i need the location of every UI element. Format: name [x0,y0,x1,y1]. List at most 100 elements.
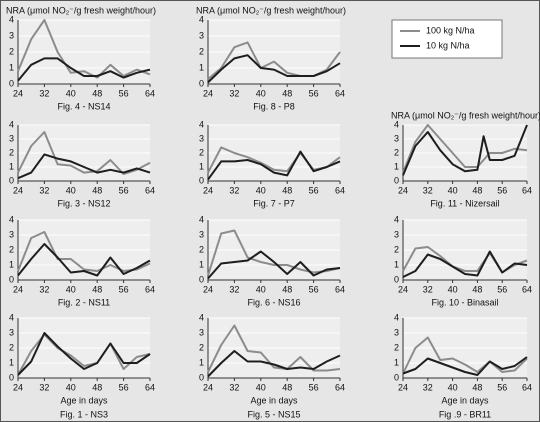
y-tick-label: 4 [394,119,399,129]
x-tick-label: 32 [39,382,49,392]
x-tick-label: 24 [398,185,408,195]
series-line [207,229,341,276]
x-tick-label: 24 [13,382,23,392]
y-tick-label: 3 [9,327,14,337]
x-tick-label: 24 [13,88,23,98]
x-tick-label: 40 [448,284,458,294]
series-line [17,57,151,82]
y-tick-label: 2 [199,244,204,254]
y-tick-label: 0 [199,372,204,382]
series-line [17,231,151,272]
series-line [17,153,151,180]
x-tick-label: 24 [203,382,213,392]
series-line [17,332,151,376]
x-tick-label: 48 [92,185,102,195]
x-tick-label: 48 [472,185,482,195]
x-tick-label: 24 [13,284,23,294]
x-tick-label: 48 [282,88,292,98]
x-tick-label: 24 [203,185,213,195]
caption: Fig .9 - BR11 [439,409,491,419]
x-tick-label: 64 [335,185,345,195]
caption: Fig. 7 - P7 [253,198,295,208]
x-tick-label: 56 [309,284,319,294]
x-tick-label: 48 [472,284,482,294]
x-axis-label: Age in days [250,395,298,405]
y-tick-label: 1 [9,259,14,269]
caption: Fig. 2 - NS11 [58,297,110,307]
x-tick-label: 40 [256,382,266,392]
x-tick-label: 64 [522,284,532,294]
y-tick-label: 0 [199,78,204,88]
y-tick-label: 0 [9,175,14,185]
x-tick-label: 64 [145,88,155,98]
x-axis-label: Age in days [60,395,108,405]
x-tick-label: 24 [398,284,408,294]
chart-title: NRA (μmol NO₂⁻/g fresh weight/hour) [391,110,540,120]
y-tick-label: 1 [199,62,204,72]
y-tick-label: 0 [394,175,399,185]
y-tick-label: 1 [394,259,399,269]
y-tick-label: 3 [199,327,204,337]
y-tick-label: 2 [394,342,399,352]
series-line [402,336,528,374]
y-tick-label: 2 [199,46,204,56]
x-tick-label: 56 [497,284,507,294]
caption: Fig. 11 - Nizersail [430,198,499,208]
x-axis-label: Age in days [441,395,489,405]
y-tick-label: 1 [394,357,399,367]
x-tick-label: 32 [423,382,433,392]
y-tick-label: 3 [394,133,399,143]
x-tick-label: 32 [39,284,49,294]
x-tick-label: 64 [522,185,532,195]
y-tick-label: 2 [9,46,14,56]
x-tick-label: 48 [92,88,102,98]
y-tick-label: 1 [9,161,14,171]
x-tick-label: 24 [203,284,213,294]
series-line [207,150,341,181]
y-tick-label: 2 [394,147,399,157]
x-tick-label: 32 [39,88,49,98]
x-tick-label: 56 [119,185,129,195]
series-line [17,131,151,175]
y-tick-label: 2 [9,147,14,157]
x-tick-label: 40 [66,185,76,195]
x-tick-label: 64 [145,284,155,294]
x-tick-label: 48 [282,185,292,195]
y-tick-label: 1 [199,357,204,367]
legend-label: 100 kg N/ha [426,25,475,35]
caption: Fig. 3 - NS12 [57,198,110,208]
chart-title: NRA (μmol NO₂⁻/g fresh weight/hour) [6,5,156,15]
y-tick-label: 3 [199,229,204,239]
y-tick-label: 3 [9,229,14,239]
y-tick-label: 1 [199,259,204,269]
x-tick-label: 32 [423,185,433,195]
x-tick-label: 64 [145,382,155,392]
x-tick-label: 48 [92,382,102,392]
y-tick-label: 2 [199,342,204,352]
series-line [402,124,528,173]
y-tick-label: 1 [9,62,14,72]
y-tick-label: 4 [394,312,399,322]
y-tick-label: 3 [199,30,204,40]
x-tick-label: 64 [335,284,345,294]
y-tick-label: 2 [199,147,204,157]
y-tick-label: 3 [394,327,399,337]
y-tick-label: 0 [394,274,399,284]
x-tick-label: 56 [309,88,319,98]
x-tick-label: 40 [66,382,76,392]
y-tick-label: 1 [9,357,14,367]
x-tick-label: 48 [282,284,292,294]
series-line [207,324,341,373]
x-tick-label: 32 [229,382,239,392]
caption: Fig. 10 - Binasail [431,297,498,307]
y-tick-label: 1 [394,161,399,171]
x-tick-label: 64 [335,382,345,392]
x-tick-label: 48 [92,284,102,294]
y-tick-label: 3 [394,229,399,239]
series-line [207,250,341,280]
x-tick-label: 56 [309,185,319,195]
series-line [207,350,341,378]
y-tick-label: 4 [9,119,14,129]
x-tick-label: 40 [256,284,266,294]
